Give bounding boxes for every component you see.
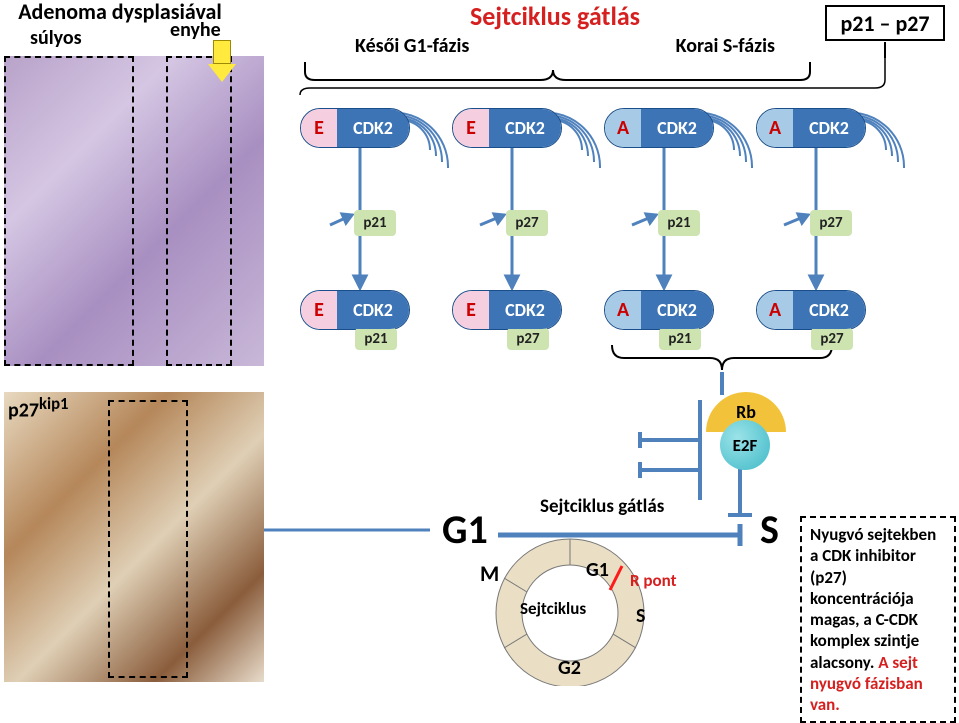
title-center-main: Sejtciklus gátlás [470,0,640,32]
pill-row2-1: E CDK2 [452,290,562,330]
ptag-row1b-0: p21 [354,210,396,236]
ptag-row1b-3: p27 [810,210,852,236]
label-mild: enyhe [170,18,221,42]
info-l5: komplex szintje [810,630,919,651]
pill-row1-2-cdk: CDK2 [641,109,713,147]
pill-row2-0-cdk: CDK2 [337,291,409,329]
label-early-s: Korai S-fázis [676,34,775,58]
ring-M: M [480,560,499,587]
pill-row2-2-cdk: CDK2 [641,291,713,329]
pill-row2-3: A CDK2 [756,290,866,330]
pill-row1-0-cyclin: E [301,109,337,147]
info-box: Nyugvó sejtekben a CDK inhibitor (p27) k… [800,516,956,723]
title-center: Sejtciklus gátlás [395,0,715,32]
pill-row1-1: E CDK2 [452,108,562,148]
pill-row2-2: A CDK2 [604,290,714,330]
label-gatlas-small: Sejtciklus gátlás [540,495,664,518]
pill-row2-3-cyclin: A [757,291,793,329]
pill-row2-1-cyclin: E [453,291,489,329]
label-big-G1: G1 [442,505,488,554]
ring-G1: G1 [586,558,609,582]
label-rpont: R pont [630,570,677,591]
pill-row1-3-cyclin: A [757,109,793,147]
pill-row2-3-cdk: CDK2 [793,291,865,329]
info-l8: nyugvó fázisban van. [810,673,923,715]
pill-row1-2-cyclin: A [605,109,641,147]
info-l7: A sejt [878,652,918,673]
label-severe: súlyos [30,26,82,50]
pill-row1-1-cdk: CDK2 [489,109,561,147]
pill-row2-3-p: p27 [811,328,853,350]
p27-sup: kip1 [39,394,68,414]
pill-row1-0: E CDK2 [300,108,410,148]
ptag-row1b-1: p27 [506,210,548,236]
label-big-S: S [760,505,779,554]
p21-p27-box: p21 – p27 [825,5,945,41]
ptag-row1b-2: p21 [658,210,700,236]
pill-row2-2-p: p21 [659,328,701,350]
pill-row2-0-p: p21 [355,328,397,350]
info-l3: koncentrációja [810,588,914,609]
pill-row2-1-p: p27 [507,328,549,350]
info-l4: magas, a C-CDK [810,609,918,630]
pill-row2-2-wrap: A CDK2 p21 [604,290,714,350]
pill-row2-1-cdk: CDK2 [489,291,561,329]
pill-row1-2: A CDK2 [604,108,714,148]
pill-row2-0-cyclin: E [301,291,337,329]
info-l2: a CDK inhibitor (p27) [810,545,916,587]
pill-row2-3-wrap: A CDK2 p27 [756,290,866,350]
pill-row2-0-wrap: E CDK2 p21 [300,290,410,350]
e2f-label: E2F [733,435,758,456]
info-l1: Nyugvó sejtekben [810,524,936,545]
yellow-arrow-body [213,40,231,64]
ring-center-label: Sejtciklus [520,598,586,619]
pill-row1-3-cdk: CDK2 [793,109,865,147]
pill-row1-3: A CDK2 [756,108,866,148]
yellow-arrow-head [208,64,236,82]
pill-row2-1-wrap: E CDK2 p27 [452,290,562,350]
label-p27kip1: p27kip1 [8,394,68,423]
pill-row1-0-cdk: CDK2 [337,109,409,147]
label-late-g1: Késői G1-fázis [355,34,469,58]
histology-top-dashed-mild [166,56,232,366]
pill-row2-0: E CDK2 [300,290,410,330]
pill-row1-1-cyclin: E [453,109,489,147]
info-l6: alacsony. [810,652,874,673]
ring-G2: G2 [558,656,581,680]
histology-top-dashed-severe [4,56,134,366]
histology-bottom-dashed [108,400,188,678]
e2f-circle: E2F [720,420,770,470]
ring-S: S [636,604,645,628]
pill-row2-2-cyclin: A [605,291,641,329]
p27-text: p27 [8,399,39,423]
title-center-sub: Késői G1-fázis Korai S-fázis [355,34,775,58]
